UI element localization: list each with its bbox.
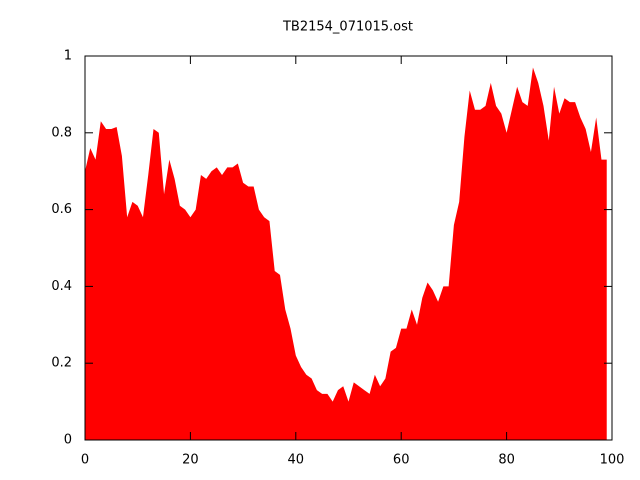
x-tick-label: 60 xyxy=(393,453,410,468)
y-tick-label: 0.4 xyxy=(51,279,72,294)
x-tick-label: 40 xyxy=(288,453,305,468)
area xyxy=(85,67,607,441)
x-tick-label: 0 xyxy=(81,453,89,468)
x-tick-label: 80 xyxy=(498,453,515,468)
y-tick-label: 0.6 xyxy=(51,202,72,217)
y-tick-label: 0 xyxy=(64,433,72,448)
y-tick-label: 0.8 xyxy=(51,125,72,140)
y-tick-label: 0.2 xyxy=(51,356,72,371)
y-tick-label: 1 xyxy=(64,49,72,64)
x-tick-label: 20 xyxy=(182,453,199,468)
chart-title: TB2154_071015.ost xyxy=(282,20,413,35)
x-tick-label: 100 xyxy=(600,453,625,468)
plot-border xyxy=(84,55,613,441)
